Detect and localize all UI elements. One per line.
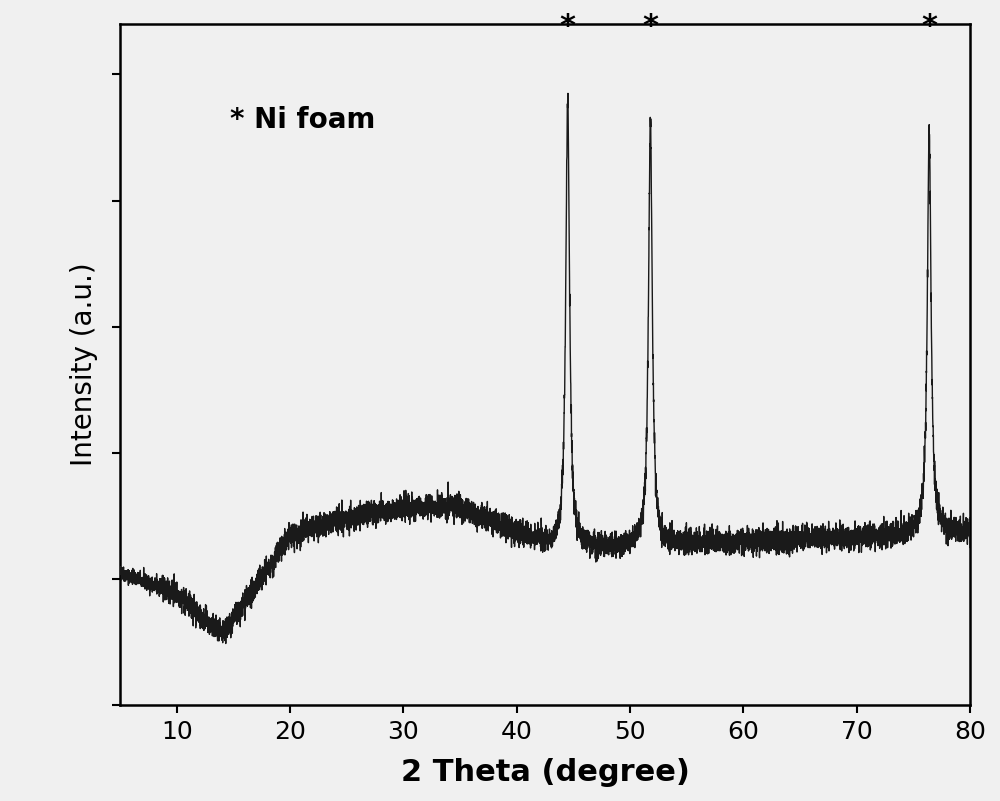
Text: *: * [642,12,658,41]
Y-axis label: Intensity (a.u.): Intensity (a.u.) [70,263,98,466]
Text: *: * [560,12,576,41]
X-axis label: 2 Theta (degree): 2 Theta (degree) [401,758,689,787]
Text: * Ni foam: * Ni foam [230,106,376,134]
Text: *: * [921,12,937,41]
